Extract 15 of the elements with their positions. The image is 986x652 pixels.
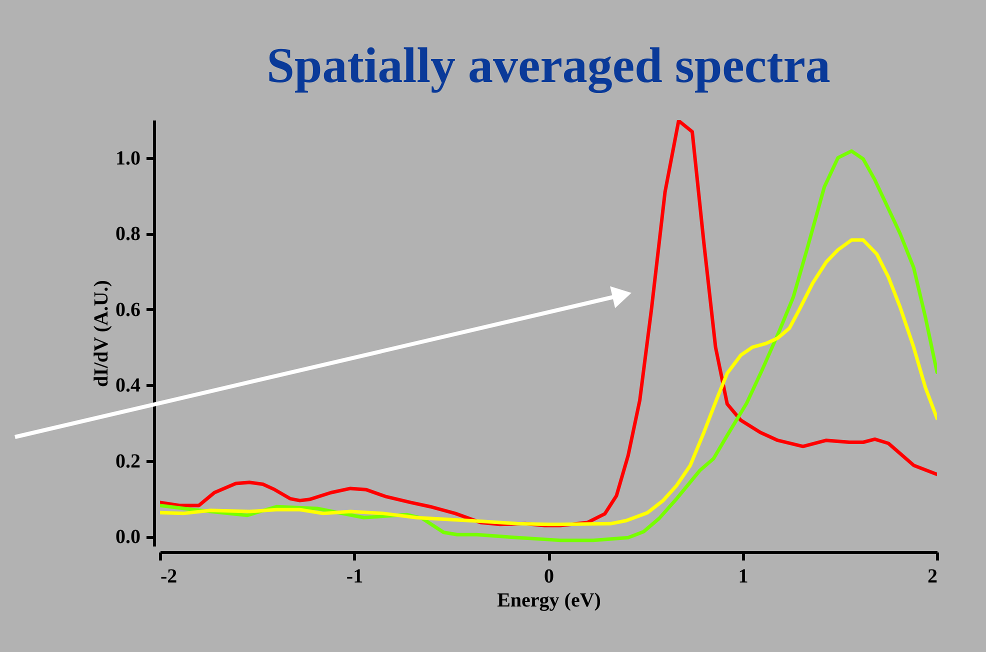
y-tick-label: 0.2 xyxy=(116,450,140,472)
y-tick-label: 0.6 xyxy=(116,298,140,321)
x-tick-label: 2 xyxy=(928,566,938,588)
y-tick-label: 1.0 xyxy=(116,147,140,170)
x-tick-label: -2 xyxy=(160,566,178,588)
line-series xyxy=(160,238,937,526)
y-tick-label: 0.8 xyxy=(116,223,140,246)
x-axis-title: Energy (eV) xyxy=(497,590,601,612)
x-tick-label: 1 xyxy=(738,566,748,588)
x-tick-label: -1 xyxy=(346,566,364,588)
y-axis-title: dI/dV (A.U.) xyxy=(90,280,112,387)
x-tick-label: 0 xyxy=(544,566,554,588)
y-tick-label: 0.4 xyxy=(116,374,140,397)
chart-title: Spatially averaged spectra xyxy=(266,37,830,94)
y-tick-label: 0.0 xyxy=(116,526,140,548)
